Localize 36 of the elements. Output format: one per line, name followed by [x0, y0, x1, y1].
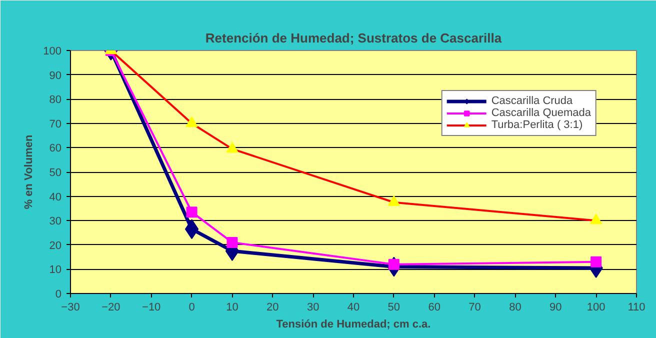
x-tick-label: 90	[550, 302, 562, 314]
x-tick-label: −10	[142, 302, 161, 314]
legend-label: Cascarilla Quemada	[491, 107, 591, 119]
y-tick-label: 30	[49, 216, 62, 228]
x-tick-label: 60	[428, 302, 440, 314]
y-axis-title: % en Volumen	[23, 134, 36, 210]
point	[590, 256, 602, 268]
x-tick-label: −30	[61, 302, 80, 314]
x-tick-label: 10	[226, 302, 238, 314]
chart-title: Retención de Humedad; Sustratos de Cascarilla	[205, 30, 502, 46]
x-tick-label: 30	[306, 302, 320, 314]
x-tick-label: 70	[468, 302, 481, 314]
point	[226, 236, 238, 248]
legend-label: Cascarilla Cruda	[491, 95, 573, 107]
y-tick-label: 90	[49, 70, 62, 82]
point	[184, 219, 199, 240]
y-tick-label: 80	[49, 94, 62, 106]
legend-label: Turba:Perlita ( 3:1)	[491, 119, 583, 131]
x-tick-label: 40	[347, 302, 360, 314]
y-tick-label: 70	[49, 118, 62, 130]
x-tick-label: 80	[509, 302, 522, 314]
y-tick-label: 40	[49, 191, 62, 204]
x-tick-label: −20	[102, 302, 120, 314]
y-tick-label: 50	[49, 167, 62, 179]
y-tick-label: 0	[55, 288, 62, 300]
x-tick-label: 0	[188, 302, 195, 314]
y-tick-label: 100	[43, 46, 62, 58]
y-tick-label: 10	[49, 264, 62, 276]
x-tick-label: 20	[266, 302, 279, 314]
point	[186, 206, 198, 218]
x-tick-label: 110	[628, 302, 646, 314]
y-tick-label: 60	[49, 142, 62, 155]
x-tick-label: 50	[388, 302, 400, 314]
y-tick-label: 20	[49, 240, 62, 252]
x-tick-label: 100	[586, 302, 606, 314]
x-axis-title: Tensión de Humedad; cm c.a.	[276, 318, 431, 330]
